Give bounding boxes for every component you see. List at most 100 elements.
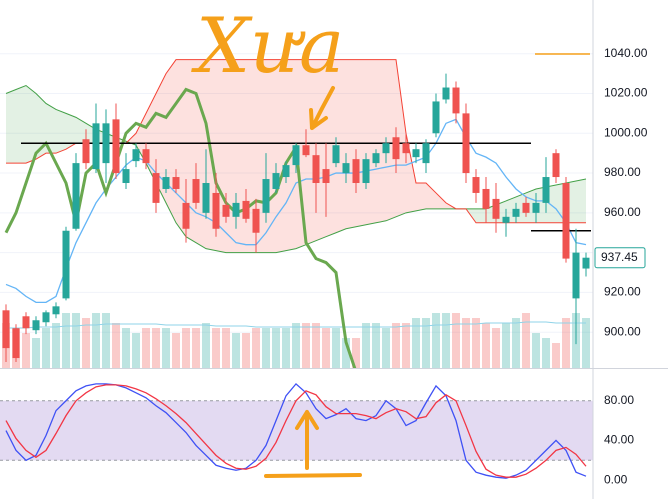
candle-body <box>272 173 280 189</box>
cloud-fill <box>386 59 396 221</box>
volume-bar <box>412 318 420 368</box>
cloud-fill <box>166 59 176 223</box>
volume-bar <box>352 338 360 368</box>
y-tick-label: 0.00 <box>604 472 628 486</box>
cloud-fill <box>46 103 56 154</box>
candle-body <box>22 316 30 329</box>
cloud-fill <box>396 59 406 217</box>
candle-body <box>112 119 120 174</box>
volume-bar <box>272 328 280 368</box>
volume-bar <box>462 318 470 368</box>
price-label: 937.45 <box>601 250 638 264</box>
cloud-fill <box>336 59 346 233</box>
cloud-fill <box>416 183 426 211</box>
candle-body <box>292 145 300 166</box>
y-tick-label: 920.00 <box>604 285 641 299</box>
volume-bar <box>52 323 60 368</box>
volume-bar <box>522 313 530 368</box>
volume-bar <box>472 318 480 368</box>
volume-bar <box>582 318 590 368</box>
candle-body <box>72 163 80 229</box>
y-tick-label: 960.00 <box>604 205 641 219</box>
cloud-fill <box>366 59 376 225</box>
candle-body <box>472 177 480 193</box>
candle-body <box>342 163 350 174</box>
volume-bar <box>422 318 430 368</box>
candle-body <box>462 113 470 174</box>
candle-body <box>422 143 430 164</box>
candle-body <box>252 208 260 233</box>
candle-body <box>122 169 130 184</box>
volume-bar <box>142 328 150 368</box>
candle-body <box>492 198 500 219</box>
overlay-line <box>5 118 587 304</box>
cloud-fill <box>476 208 486 223</box>
volume-bar <box>532 333 540 368</box>
volume-bar <box>132 333 140 368</box>
volume-bar <box>242 333 250 368</box>
candle-body <box>522 202 530 213</box>
y-tick-label: 980.00 <box>604 165 641 179</box>
candle-body <box>562 183 570 259</box>
candle-body <box>352 159 360 184</box>
volume-bar <box>182 328 190 368</box>
volume-bar <box>332 328 340 368</box>
y-tick-label: 1000.00 <box>604 125 648 139</box>
y-tick-label: 1020.00 <box>604 86 648 100</box>
candle-body <box>402 143 410 154</box>
cloud-fill <box>16 85 26 164</box>
volume-bar <box>452 313 460 368</box>
volume-bar <box>542 338 550 368</box>
candle-body <box>452 87 460 114</box>
volume-bar <box>282 328 290 368</box>
arrow-down <box>309 86 335 130</box>
candle-body <box>222 204 230 217</box>
y-tick-label: 900.00 <box>604 324 641 338</box>
volume-bar <box>292 323 300 368</box>
volume-bar <box>262 328 270 368</box>
cloud-fill <box>326 59 336 237</box>
cloud-fill <box>306 59 316 245</box>
volume-bar <box>562 318 570 368</box>
volume-bar <box>192 328 200 368</box>
volume-bar <box>172 333 180 368</box>
candle-body <box>42 312 50 323</box>
cloud-fill <box>156 73 166 203</box>
volume-bar <box>372 323 380 368</box>
candle-body <box>262 179 270 213</box>
candle-body <box>482 188 490 209</box>
candle-body <box>92 123 100 170</box>
candle-body <box>132 149 140 162</box>
candle-body <box>192 179 200 203</box>
cloud-fill <box>276 59 286 253</box>
candle-body <box>442 87 450 100</box>
cloud-fill <box>376 59 386 223</box>
volume-bar <box>392 323 400 368</box>
stoch-line <box>5 382 587 479</box>
candle-body <box>182 202 190 229</box>
volume-bar <box>552 343 560 368</box>
candle-body <box>282 165 290 178</box>
candle-body <box>2 310 10 349</box>
candle-body <box>232 202 240 217</box>
volume-bar <box>512 318 520 368</box>
volume-bar <box>312 323 320 368</box>
cloud-fill <box>66 113 76 150</box>
volume-bar <box>322 328 330 368</box>
volume-bar <box>162 328 170 368</box>
candle-body <box>512 208 520 217</box>
candle-body <box>202 183 210 213</box>
volume-bar <box>122 328 130 368</box>
volume-bar <box>442 313 450 368</box>
cloud-fill <box>6 89 16 164</box>
candle-body <box>212 192 220 229</box>
candle-body <box>332 145 340 164</box>
cloud-fill <box>576 179 586 223</box>
annotation: Xưa <box>191 1 344 90</box>
volume-bar <box>362 323 370 368</box>
volume-bar <box>482 323 490 368</box>
volume-bar <box>152 328 160 368</box>
candle-body <box>82 139 90 164</box>
candle-body <box>532 202 540 213</box>
